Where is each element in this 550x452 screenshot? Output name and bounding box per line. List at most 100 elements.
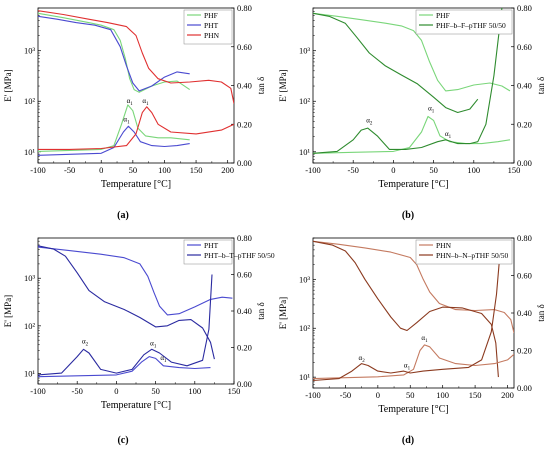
panel-caption: (c)	[117, 435, 128, 446]
y-right-tick-label: 0.00	[237, 158, 252, 168]
peak-annotation: α1	[160, 354, 167, 364]
peak-annotation: α2	[366, 116, 373, 126]
y-right-tick-label: 0.60	[237, 42, 252, 52]
series-line-right-4	[313, 256, 501, 382]
x-tick-label: 150	[190, 165, 203, 175]
y-right-tick-label: 0.00	[517, 158, 532, 168]
y-right-tick-label: 0.20	[517, 119, 532, 129]
y-right-axis-label: tan δ	[536, 77, 546, 95]
peak-annotation: α1	[445, 130, 452, 140]
y-right-tick-label: 0.40	[237, 81, 252, 91]
panel-caption: (b)	[402, 210, 414, 221]
series-line-left-1	[313, 12, 511, 92]
chart-panel-4: -100 -50 0 50 100 150 200 10¹ 10² 10³ 0.00 0.20 0.40…	[278, 233, 546, 446]
y-right-axis-label: tan δ	[256, 77, 266, 95]
series-line-left-2	[38, 245, 215, 360]
series-line-left-2	[313, 240, 499, 378]
x-axis-label: Temperature [°C]	[378, 404, 448, 415]
y-left-axis-label: E' [MPa]	[278, 69, 288, 101]
y-left-tick-label: 10¹	[24, 147, 36, 157]
series-line-right-4	[313, 8, 503, 154]
series-line-left-1	[38, 246, 233, 316]
x-tick-label: 150	[228, 386, 241, 396]
y-left-tick-label: 10²	[24, 96, 36, 106]
x-tick-label: -50	[72, 386, 83, 396]
series-line-left-3	[38, 10, 234, 104]
y-left-tick-label: 10²	[299, 323, 311, 333]
x-tick-label: 100	[158, 165, 171, 175]
y-left-tick-label: 10³	[24, 273, 36, 283]
x-tick-label: 0	[376, 390, 380, 400]
y-right-tick-label: 0.80	[237, 3, 252, 13]
legend-entry: PHN	[436, 241, 452, 250]
x-tick-label: 50	[151, 386, 160, 396]
series-line-right-5	[38, 125, 190, 156]
chart-panel-1: -100 -50 0 50 100 150 200 10¹ 10² 10³ 0.00 0.20 0.40…	[3, 3, 266, 221]
legend-entry: PHF–b–F–pTHF 50/50	[436, 21, 506, 30]
x-tick-label: 100	[467, 165, 480, 175]
peak-annotation: α1	[127, 97, 134, 107]
y-right-tick-label: 0.60	[517, 42, 532, 52]
panel-caption: (d)	[402, 435, 414, 446]
peak-annotation: α1	[421, 334, 428, 344]
x-tick-label: 50	[129, 165, 138, 175]
legend-entry: PHT	[204, 21, 219, 30]
x-tick-label: 150	[508, 165, 521, 175]
peak-annotation: α1	[150, 340, 157, 350]
x-tick-label: 0	[99, 165, 103, 175]
y-left-tick-label: 10³	[299, 46, 311, 56]
x-tick-label: 50	[406, 390, 415, 400]
y-left-tick-label: 10³	[299, 274, 311, 284]
y-right-tick-label: 0.40	[517, 308, 532, 318]
series-line-left-2	[313, 12, 479, 114]
x-tick-label: 150	[469, 390, 482, 400]
legend-entry: PHF	[204, 11, 218, 20]
y-right-tick-label: 0.80	[517, 233, 532, 243]
y-left-tick-label: 10²	[299, 96, 311, 106]
chart-panel-2: -100 -50 0 50 100 150 10¹ 10² 10³ 0.00 0.20 0.40 0.6…	[278, 3, 546, 221]
y-right-axis-label: tan δ	[256, 302, 266, 320]
peak-annotation: α1	[404, 361, 411, 371]
peak-annotation: α2	[82, 338, 89, 348]
x-tick-label: 0	[114, 386, 118, 396]
y-right-tick-label: 0.20	[237, 343, 252, 353]
y-right-tick-label: 0.20	[237, 119, 252, 129]
series-line-right-3	[38, 356, 211, 378]
x-tick-label: 100	[188, 386, 201, 396]
peak-annotation: α2	[359, 354, 366, 364]
x-tick-label: -50	[64, 165, 75, 175]
peak-annotation: α1	[123, 115, 130, 125]
x-tick-label: -100	[305, 165, 321, 175]
legend-entry: PHT–b–T–pTHF 50/50	[204, 251, 275, 260]
y-right-tick-label: 0.00	[517, 383, 532, 393]
y-right-tick-label: 0.20	[517, 346, 532, 356]
y-left-tick-label: 10¹	[299, 372, 311, 382]
y-right-axis-label: tan δ	[536, 304, 546, 322]
y-right-tick-label: 0.60	[237, 270, 252, 280]
panel-caption: (a)	[117, 210, 129, 221]
x-tick-label: 0	[391, 165, 395, 175]
x-tick-label: -100	[305, 390, 321, 400]
x-tick-label: 50	[429, 165, 438, 175]
x-tick-label: -50	[340, 390, 351, 400]
series-line-right-3	[313, 344, 514, 380]
y-right-tick-label: 0.40	[517, 81, 532, 91]
x-tick-label: 200	[221, 165, 234, 175]
chart-panel-3: -100 -50 0 50 100 150 10¹ 10² 10³ 0.00 0.20 0.40 0.6…	[3, 233, 275, 446]
x-tick-label: 200	[501, 390, 514, 400]
y-left-tick-label: 10¹	[24, 368, 36, 378]
legend-entry: PHN–b–N–pTHF 50/50	[436, 251, 509, 260]
x-axis-label: Temperature [°C]	[101, 179, 171, 190]
legend-entry: PHN	[204, 31, 220, 40]
x-tick-label: -50	[348, 165, 359, 175]
x-tick-label: -100	[30, 386, 46, 396]
x-tick-label: -100	[30, 165, 46, 175]
peak-annotation: α1	[428, 105, 435, 115]
y-left-tick-label: 10¹	[299, 147, 311, 157]
y-left-tick-label: 10²	[24, 321, 36, 331]
